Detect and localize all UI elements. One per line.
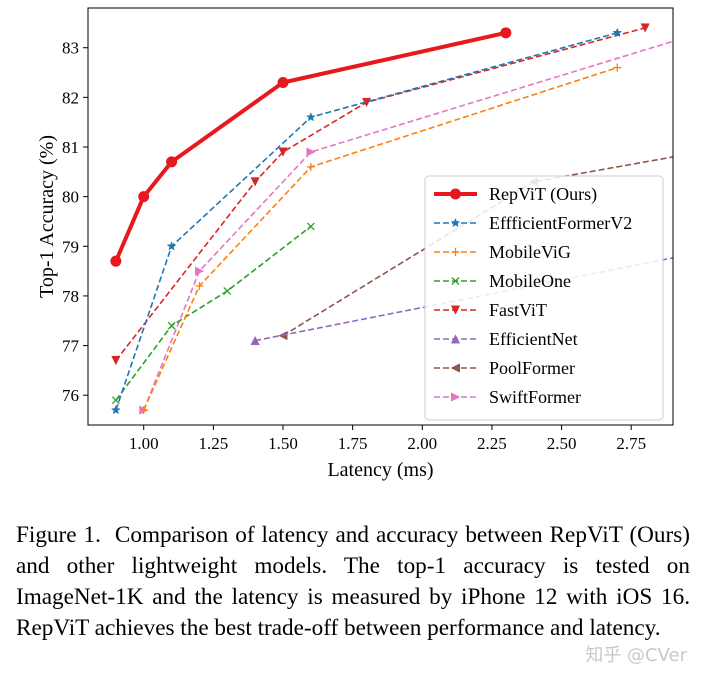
data-point-marker <box>613 63 622 72</box>
data-point-marker <box>223 287 232 295</box>
series-effficientformerv2 <box>110 27 623 415</box>
series-line <box>142 66 618 411</box>
y-tick-label: 83 <box>62 39 79 58</box>
x-tick-label: 1.00 <box>129 434 159 453</box>
data-point-marker <box>697 29 703 37</box>
data-point-marker <box>450 217 461 228</box>
data-point-marker <box>451 392 461 402</box>
data-point-marker <box>166 241 177 251</box>
legend-label: EfficientNet <box>489 329 578 349</box>
legend-item: MobileViG <box>434 242 571 262</box>
y-tick-label: 80 <box>62 188 79 207</box>
data-point-marker <box>194 266 205 276</box>
y-axis-label: Top-1 Accuracy (%) <box>36 135 58 298</box>
legend-item: EffficientFormerV2 <box>434 213 632 233</box>
data-point-marker <box>450 188 461 200</box>
data-point-marker <box>450 363 460 373</box>
legend-item: MobileOne <box>434 271 571 291</box>
y-tick-label: 82 <box>62 88 79 107</box>
legend-label: MobileOne <box>489 271 571 291</box>
y-tick-label: 78 <box>62 287 79 306</box>
x-tick-label: 2.00 <box>407 434 437 453</box>
y-tick-label: 81 <box>62 138 79 157</box>
legend: RepViT (Ours) EffficientFormerV2 MobileViG… <box>424 175 664 421</box>
data-point-marker <box>250 335 260 346</box>
legend-label: RepViT (Ours) <box>489 184 597 205</box>
data-point-marker <box>450 334 461 344</box>
legend-item: EfficientNet <box>434 329 578 349</box>
y-tick-label: 77 <box>62 337 80 356</box>
legend-item: RepViT (Ours) <box>434 184 597 205</box>
data-point-marker <box>195 282 204 290</box>
y-tick-label: 79 <box>62 237 79 256</box>
data-point-marker <box>640 23 650 33</box>
legend-label: FastViT <box>489 300 547 320</box>
data-point-marker <box>111 356 121 366</box>
x-tick-label: 2.50 <box>547 434 577 453</box>
x-tick-label: 1.25 <box>198 434 228 453</box>
x-axis-label: Latency (ms) <box>327 459 433 481</box>
legend-label: EffficientFormerV2 <box>489 213 632 233</box>
data-point-marker <box>139 406 148 415</box>
y-tick-label: 76 <box>62 386 79 405</box>
legend-item: PoolFormer <box>434 358 575 378</box>
data-point-marker <box>306 162 315 171</box>
series-line <box>282 156 673 337</box>
legend-item: FastViT <box>434 300 547 320</box>
axis-ticks: 1.00 1.25 1.50 1.75 2.00 2.25 2.50 2.75 76 77 78 79… <box>62 39 646 453</box>
data-point-marker <box>110 255 122 267</box>
data-point-marker <box>451 277 460 285</box>
data-point-marker <box>450 305 461 315</box>
series-line <box>115 225 312 401</box>
latency-accuracy-chart: 1.00 1.25 1.50 1.75 2.00 2.25 2.50 2.75 76 77 78 79… <box>36 7 703 481</box>
data-point-marker <box>138 191 150 203</box>
figure-caption: Figure 1. Comparison of latency and accu… <box>16 520 690 644</box>
data-point-marker <box>451 248 460 256</box>
data-point-marker <box>111 396 120 405</box>
legend-label: PoolFormer <box>489 358 575 378</box>
x-tick-label: 2.25 <box>477 434 507 453</box>
caption-label: Figure 1. <box>16 522 101 548</box>
series-mobilevig <box>139 63 622 415</box>
legend-label: MobileViG <box>489 242 571 262</box>
data-point-marker <box>166 156 178 168</box>
series-line <box>115 32 618 411</box>
data-point-marker <box>277 76 289 88</box>
legend-item: SwiftFormer <box>434 387 581 407</box>
data-point-marker <box>306 147 316 157</box>
legend-label: SwiftFormer <box>489 387 581 407</box>
data-point-marker <box>167 321 176 330</box>
data-point-marker <box>500 27 512 39</box>
watermark: 知乎 @CVer <box>585 645 687 666</box>
x-tick-label: 1.50 <box>268 434 298 453</box>
data-point-marker <box>306 222 315 231</box>
data-point-marker <box>110 404 121 415</box>
series-line <box>142 40 673 411</box>
x-tick-label: 2.75 <box>616 434 646 453</box>
series-mobileone <box>111 222 315 405</box>
caption-text: Comparison of latency and accuracy betwe… <box>16 522 690 641</box>
data-point-marker <box>278 147 288 157</box>
x-tick-label: 1.75 <box>338 434 368 453</box>
series-line <box>115 27 646 361</box>
series-repvit-ours <box>110 27 512 267</box>
data-point-marker <box>305 111 316 122</box>
plot-frame <box>87 7 674 426</box>
data-point-marker <box>612 27 623 38</box>
data-point-marker <box>250 177 260 187</box>
legend-box <box>424 175 664 421</box>
